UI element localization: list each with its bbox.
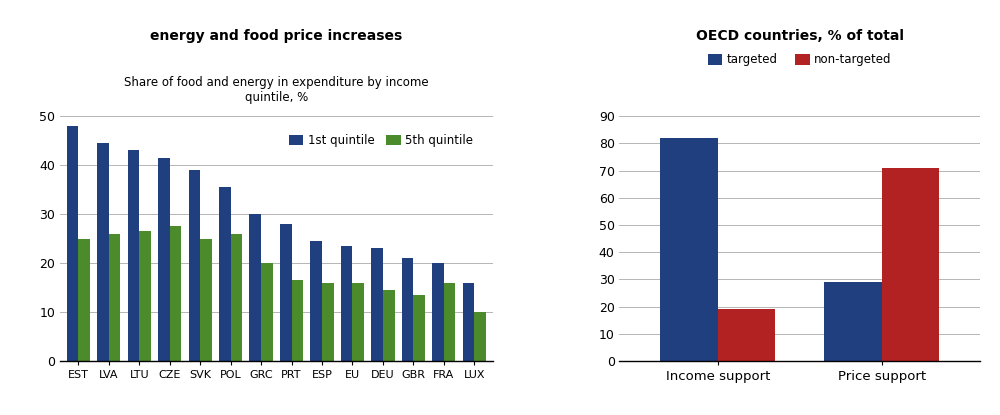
Bar xyxy=(292,280,303,361)
Bar xyxy=(322,283,334,361)
Bar xyxy=(219,187,231,361)
Text: energy and food price increases: energy and food price increases xyxy=(150,29,402,43)
Bar xyxy=(78,239,90,361)
Bar xyxy=(474,312,486,361)
Legend: targeted, non-targeted: targeted, non-targeted xyxy=(703,49,896,71)
Bar xyxy=(718,309,775,361)
Bar xyxy=(170,226,181,361)
Bar xyxy=(128,151,139,361)
Bar xyxy=(310,241,322,361)
Bar xyxy=(189,170,200,361)
Bar xyxy=(249,214,261,361)
Text: Share of food and energy in expenditure by income
quintile, %: Share of food and energy in expenditure … xyxy=(124,76,429,104)
Bar xyxy=(280,224,292,361)
Bar xyxy=(109,234,120,361)
Bar xyxy=(882,168,939,361)
Bar xyxy=(824,282,882,361)
Bar xyxy=(97,143,109,361)
Bar xyxy=(383,290,395,361)
Bar xyxy=(463,283,474,361)
Bar xyxy=(158,158,170,361)
Bar xyxy=(352,283,364,361)
Bar xyxy=(139,231,151,361)
Bar xyxy=(413,295,425,361)
Bar xyxy=(444,283,455,361)
Bar xyxy=(231,234,242,361)
Bar xyxy=(67,126,78,361)
Bar xyxy=(402,258,413,361)
Text: OECD countries, % of total: OECD countries, % of total xyxy=(696,29,904,43)
Legend: 1st quintile, 5th quintile: 1st quintile, 5th quintile xyxy=(284,129,478,152)
Bar xyxy=(371,249,383,361)
Bar xyxy=(660,138,718,361)
Bar xyxy=(200,239,212,361)
Bar xyxy=(432,263,444,361)
Bar xyxy=(261,263,273,361)
Bar xyxy=(341,246,352,361)
